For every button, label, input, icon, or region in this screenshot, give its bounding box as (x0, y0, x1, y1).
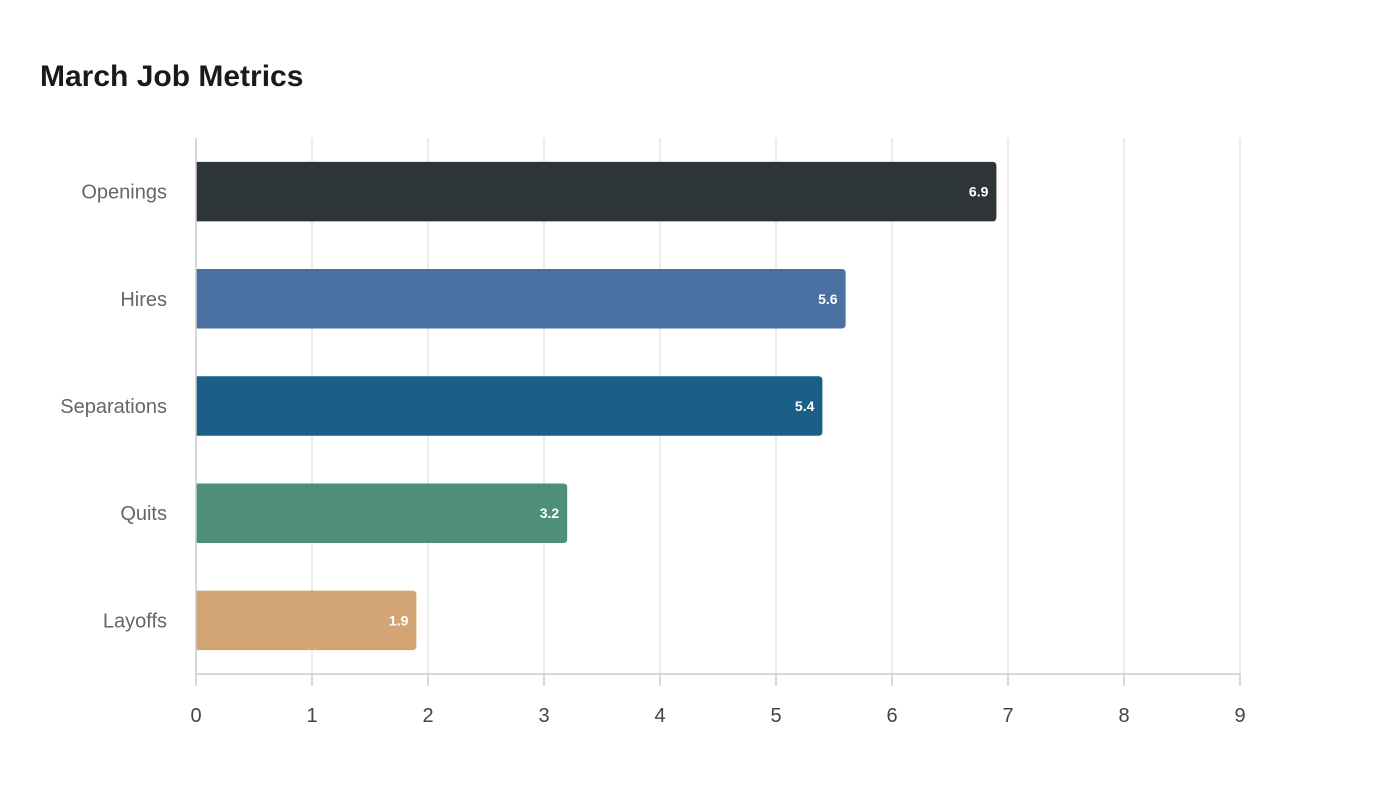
data-label-hires: 5.6 (818, 291, 838, 307)
bar-openings[interactable] (196, 161, 997, 222)
bar-separations[interactable] (196, 376, 823, 436)
x-tick-label: 0 (190, 705, 201, 727)
bars (196, 161, 997, 651)
data-label-openings: 6.9 (969, 184, 989, 200)
axes (195, 138, 1241, 686)
data-label-layoffs: 1.9 (389, 612, 409, 628)
bar-layoffs[interactable] (196, 590, 417, 651)
x-tick-label: 8 (1118, 705, 1129, 727)
category-label: Hires (120, 289, 167, 311)
x-tick-label: 9 (1234, 705, 1245, 727)
x-tick-label: 3 (538, 705, 549, 727)
data-label-quits: 3.2 (540, 505, 560, 521)
category-label: Separations (60, 396, 167, 418)
labels: 0 1 2 3 4 5 6 7 8 9 Openings 6.9 Hires 5.6 Separations… (60, 182, 1245, 727)
x-tick-label: 2 (422, 705, 433, 727)
chart-title: March Job Metrics (40, 60, 304, 93)
x-tick-label: 7 (1002, 705, 1013, 727)
category-label: Quits (120, 503, 167, 525)
category-label: Layoffs (103, 610, 167, 632)
x-tick-label: 4 (654, 705, 665, 727)
bar-quits[interactable] (196, 483, 568, 543)
x-tick-label: 6 (886, 705, 897, 727)
category-label: Openings (81, 182, 167, 204)
bar-hires[interactable] (196, 269, 846, 329)
data-label-separations: 5.4 (795, 398, 815, 414)
x-tick-label: 5 (770, 705, 781, 727)
x-tick-label: 1 (306, 705, 317, 727)
